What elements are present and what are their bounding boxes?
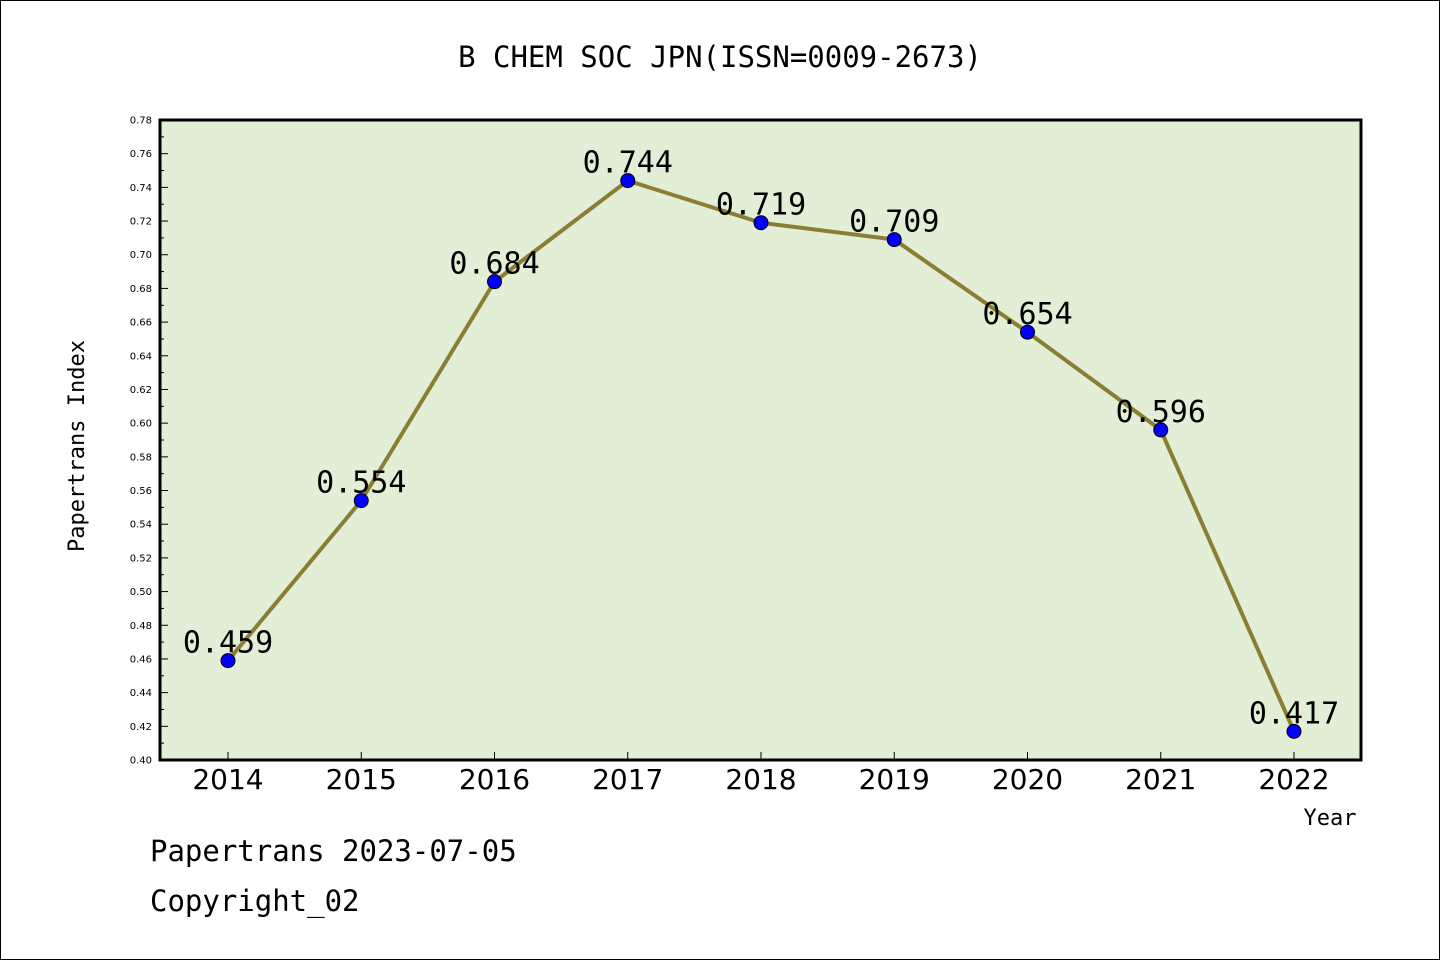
y-tick-label: 0.50 bbox=[130, 587, 152, 598]
y-tick-label: 0.70 bbox=[130, 250, 152, 261]
y-tick-label: 0.78 bbox=[130, 116, 152, 127]
y-tick-label: 0.60 bbox=[130, 419, 152, 430]
data-label: 0.417 bbox=[1249, 696, 1339, 731]
y-tick-label: 0.62 bbox=[130, 385, 152, 396]
y-axis-label: Papertrans Index bbox=[65, 340, 90, 552]
x-tick-label: 2022 bbox=[1258, 763, 1329, 796]
data-label: 0.684 bbox=[449, 247, 539, 282]
x-tick-label: 2021 bbox=[1125, 763, 1196, 796]
data-label: 0.554 bbox=[316, 466, 406, 501]
y-tick-label: 0.44 bbox=[130, 688, 152, 699]
data-label: 0.744 bbox=[583, 146, 673, 181]
x-tick-label: 2017 bbox=[592, 763, 663, 796]
y-tick-label: 0.72 bbox=[130, 217, 152, 228]
data-point bbox=[1153, 422, 1169, 438]
footer-date: Papertrans 2023-07-05 bbox=[150, 834, 517, 868]
data-point bbox=[1020, 324, 1035, 340]
data-label: 0.596 bbox=[1116, 395, 1206, 430]
data-label: 0.459 bbox=[183, 626, 273, 661]
x-tick-label: 2015 bbox=[326, 763, 397, 796]
data-point bbox=[353, 493, 369, 509]
y-tick-label: 0.74 bbox=[130, 183, 152, 194]
y-tick-label: 0.48 bbox=[130, 621, 152, 632]
y-tick-label: 0.58 bbox=[130, 452, 152, 463]
chart-title: B CHEM SOC JPN(ISSN=0009-2673) bbox=[458, 40, 982, 74]
plot-border bbox=[158, 118, 1363, 762]
data-labels: 0.459 0.554 0.684 0.744 0.719 0.709 0.654 0.596… bbox=[183, 146, 1339, 732]
y-tick-label: 0.64 bbox=[130, 351, 152, 362]
footer-copyright: Copyright_02 bbox=[150, 884, 360, 918]
data-point bbox=[620, 173, 636, 189]
y-tick-label: 0.54 bbox=[130, 520, 152, 531]
data-point bbox=[753, 215, 769, 231]
x-tick-label: 2018 bbox=[725, 763, 796, 796]
data-points bbox=[220, 173, 1302, 739]
y-tick-label: 0.68 bbox=[130, 284, 152, 295]
data-point bbox=[220, 653, 236, 669]
y-tick-label: 0.42 bbox=[130, 722, 152, 733]
data-label: 0.709 bbox=[849, 205, 939, 240]
data-point bbox=[1286, 723, 1302, 739]
x-tick-label: 2016 bbox=[459, 763, 530, 796]
x-tick-label: 2020 bbox=[992, 763, 1063, 796]
y-tick-label: 0.66 bbox=[130, 318, 152, 329]
y-tick-label: 0.76 bbox=[130, 149, 152, 160]
y-tick-label: 0.52 bbox=[130, 553, 152, 564]
y-tick-label: 0.56 bbox=[130, 486, 152, 497]
data-point bbox=[886, 232, 902, 248]
data-label: 0.654 bbox=[982, 297, 1072, 332]
y-tick-label: 0.40 bbox=[130, 756, 152, 767]
x-tick-label: 2014 bbox=[192, 763, 263, 796]
data-label: 0.719 bbox=[716, 188, 806, 223]
axis-ticks: 0.40 0.42 0.44 0.46 0.48 0.50 0.52 0.54 0.56 0.58… bbox=[130, 116, 1330, 797]
y-tick-label: 0.46 bbox=[130, 654, 152, 665]
x-axis-label: Year bbox=[1304, 806, 1357, 831]
data-point bbox=[487, 274, 502, 290]
x-tick-label: 2019 bbox=[859, 763, 930, 796]
